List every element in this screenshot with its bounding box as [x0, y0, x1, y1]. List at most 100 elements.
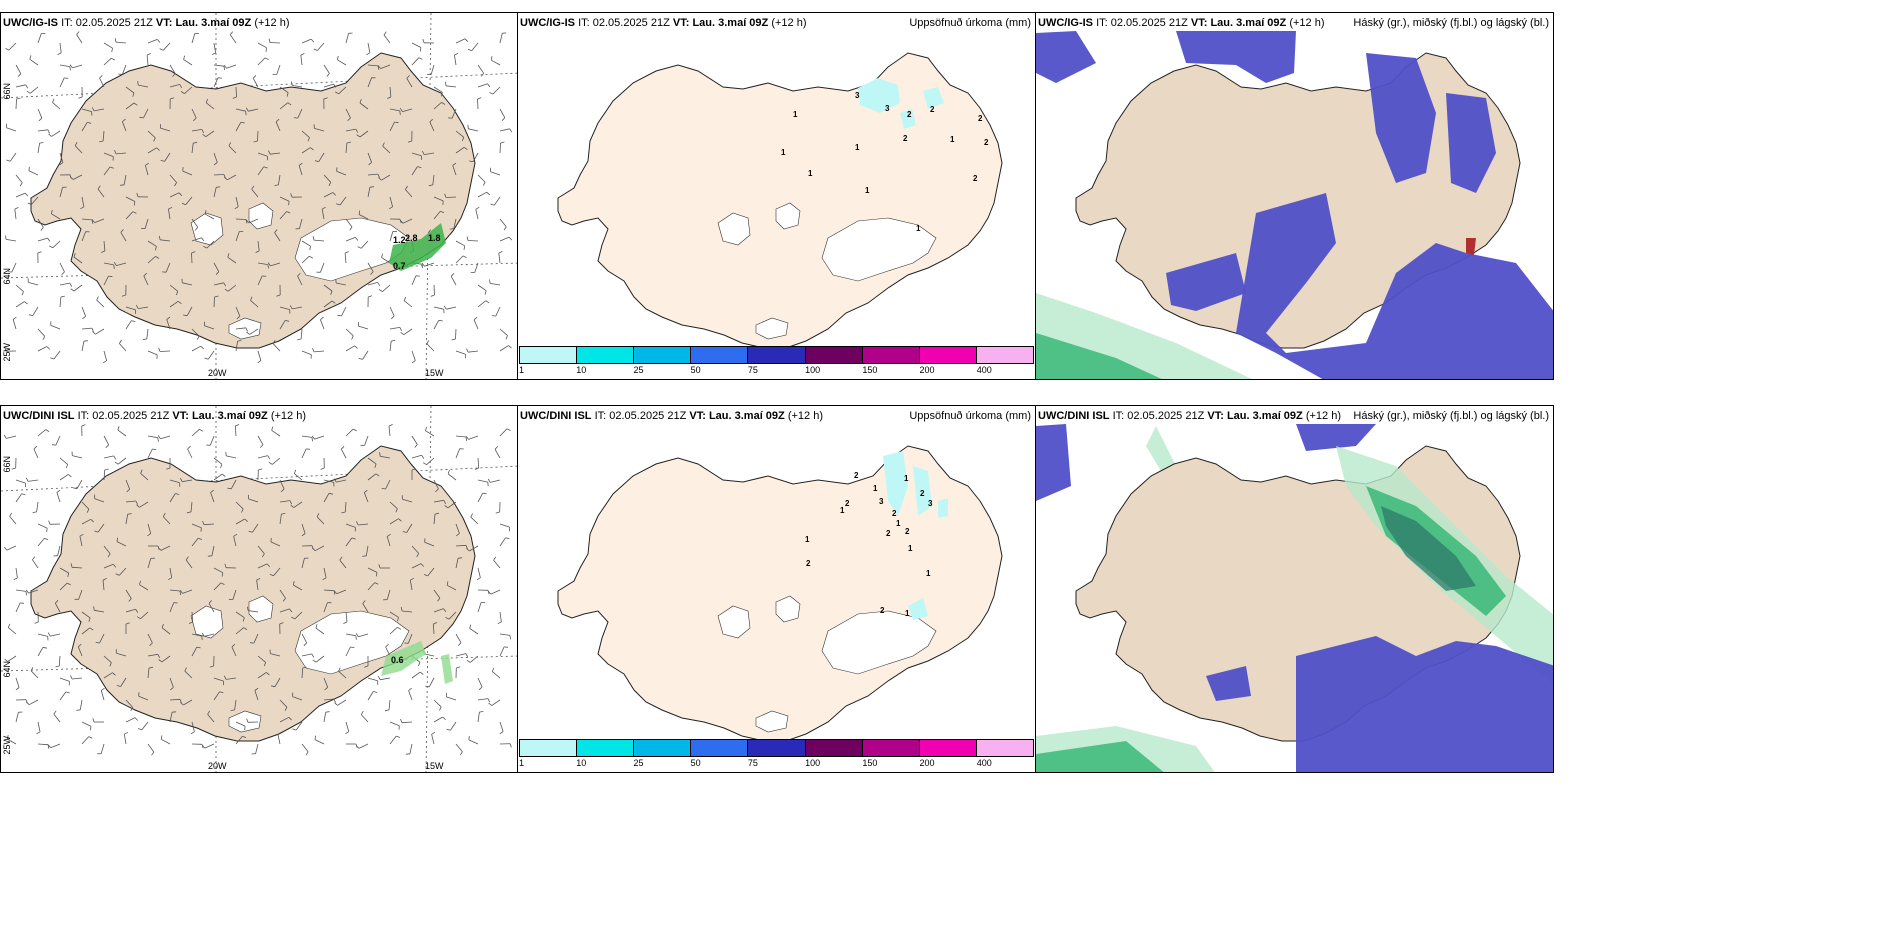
wind-barb	[235, 306, 241, 317]
wind-barb	[358, 214, 369, 220]
wind-barb-flag	[3, 546, 8, 551]
wind-barb-flag	[281, 513, 286, 515]
wind-barb	[431, 734, 435, 745]
wind-barb-flag	[124, 731, 128, 735]
wind-barb	[270, 262, 281, 267]
wind-barb-flag	[92, 718, 95, 723]
wind-barb-flag	[196, 335, 200, 340]
wind-barb-flag	[69, 282, 73, 287]
wind-barb-flag	[181, 202, 186, 206]
wind-barb-flag	[131, 320, 136, 322]
wind-barb-flag	[445, 617, 450, 620]
wind-barb-flag	[313, 48, 318, 51]
wind-barb-flag	[490, 203, 495, 206]
wind-barb	[492, 671, 501, 679]
wind-barb	[185, 196, 193, 206]
wind-barb	[455, 435, 466, 438]
wind-barb-flag	[476, 577, 481, 581]
wind-barb	[446, 696, 457, 701]
wind-barb	[138, 84, 149, 88]
wind-barb-flag	[157, 435, 161, 440]
wind-barb-flag	[17, 73, 22, 77]
wind-barb	[100, 690, 105, 701]
wind-barb	[389, 306, 395, 317]
wind-barb	[235, 627, 244, 635]
wind-barb	[205, 102, 215, 110]
wind-barb	[490, 589, 501, 595]
valid-time: Lau. 3.maí 09Z	[1210, 17, 1287, 29]
wind-barb	[493, 560, 501, 569]
wind-barb-flag	[241, 508, 244, 513]
wind-barb-flag	[384, 709, 390, 712]
wind-barb-flag	[166, 316, 171, 320]
wind-barb-flag	[157, 654, 161, 658]
wind-barb-flag	[102, 578, 107, 581]
wind-barb	[323, 677, 329, 688]
wind-barb-flag	[160, 735, 163, 740]
wind-barb-flag	[51, 209, 53, 214]
wind-barb-flag	[461, 137, 465, 142]
wind-barb	[208, 603, 215, 613]
wind-barb-flag	[96, 296, 99, 301]
wind-barb-flag	[297, 338, 302, 341]
wind-barb	[59, 42, 62, 53]
wind-barb	[138, 695, 149, 701]
wind-barb-flag	[143, 272, 147, 277]
wind-barb-flag	[201, 632, 205, 637]
wind-barb	[161, 738, 171, 745]
wind-barb	[8, 42, 17, 51]
wind-barb-flag	[133, 201, 136, 206]
wind-barb-flag	[179, 478, 183, 482]
wind-barb-flag	[156, 147, 160, 151]
wind-barb	[301, 255, 310, 264]
wind-barb	[367, 187, 371, 198]
wind-barb	[455, 558, 459, 569]
wind-barb-flag	[399, 220, 404, 224]
wind-barb-flag	[9, 512, 13, 517]
wind-barb-flag	[99, 75, 103, 79]
wind-barb	[433, 86, 443, 93]
wind-barb-flag	[478, 686, 483, 691]
wind-barb	[140, 473, 149, 481]
wind-barb	[235, 501, 244, 510]
wind-barb	[125, 102, 135, 110]
wind-barb-flag	[383, 31, 387, 36]
wind-barb	[213, 582, 222, 591]
cloud-map	[1036, 13, 1553, 379]
wind-barb-flag	[191, 251, 196, 254]
wind-barb	[477, 677, 483, 688]
wind-barb-flag	[418, 57, 423, 60]
legend-swatch	[805, 347, 863, 363]
wind-barb	[230, 479, 237, 489]
wind-barb	[315, 655, 325, 663]
wind-barb-flag	[378, 289, 383, 292]
wind-barb	[406, 78, 413, 88]
precip-value: 1	[916, 224, 921, 233]
wind-barb-flag	[67, 572, 70, 577]
wind-barb	[452, 165, 457, 176]
wind-barb-flag	[52, 98, 55, 103]
wind-barb-flag	[65, 691, 70, 694]
wind-barb-flag	[135, 304, 139, 309]
wind-barb-flag	[310, 38, 315, 43]
wind-barb-flag	[421, 150, 425, 155]
wind-barb-flag	[198, 537, 203, 540]
wind-barb-flag	[425, 426, 427, 431]
wind-barb	[57, 545, 61, 556]
wind-barb-flag	[356, 521, 359, 526]
wind-barb-flag	[288, 717, 292, 721]
wind-barb-flag	[353, 428, 357, 432]
wind-barb	[12, 319, 17, 330]
wind-barb	[37, 538, 45, 547]
wind-barb	[389, 518, 399, 525]
wind-barb-flag	[333, 478, 337, 483]
wind-barb	[191, 647, 198, 657]
wind-barb	[383, 34, 391, 44]
wind-barb-flag	[149, 642, 153, 647]
wind-barb-flag	[368, 161, 372, 166]
wind-barb-flag	[269, 573, 274, 577]
wind-barb-flag	[356, 134, 361, 138]
cloud-title: Háský (gr.), miðský (fj.bl.) og lágský (…	[1353, 17, 1549, 29]
wind-barb	[139, 584, 149, 591]
wind-barb	[314, 128, 325, 132]
